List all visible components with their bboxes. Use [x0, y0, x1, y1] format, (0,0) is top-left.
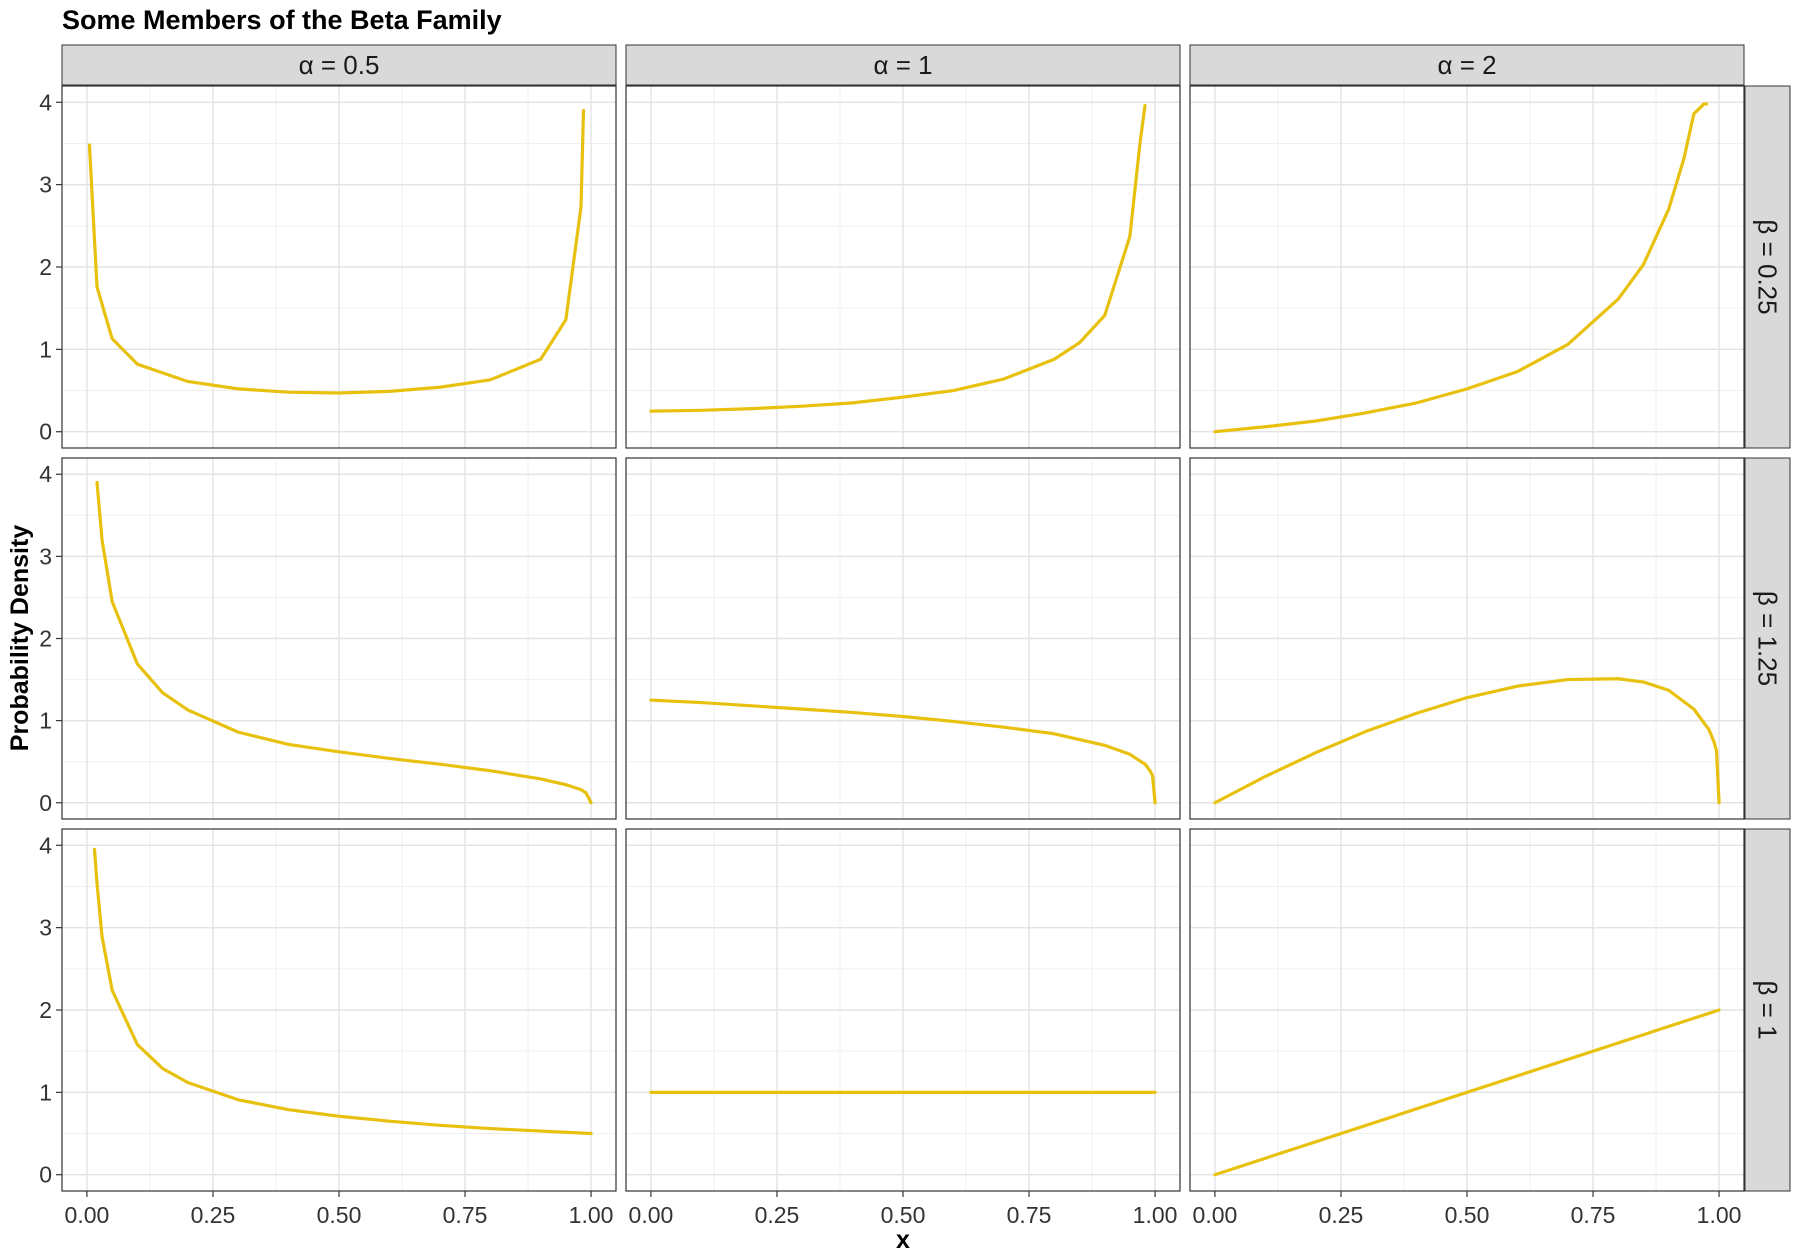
x-tick-label: 0.75 [443, 1202, 488, 1228]
x-tick-label: 0.50 [881, 1202, 926, 1228]
x-tick-label: 0.50 [317, 1202, 362, 1228]
y-tick-label: 1 [39, 1079, 52, 1105]
col-strip-label: α = 2 [1437, 50, 1496, 80]
panel-border [1189, 457, 1745, 820]
density-curve [1213, 102, 1709, 434]
col-strip-label: α = 0.5 [299, 50, 380, 80]
density-curve [649, 698, 1157, 805]
y-tick-label: 2 [39, 997, 52, 1023]
y-axis-title: Probability Density [6, 525, 34, 752]
x-tick-label: 1.00 [569, 1202, 614, 1228]
row-strip-label: β = 1 [1753, 980, 1783, 1039]
panel-border [625, 457, 1181, 820]
y-tick-label: 2 [39, 254, 52, 280]
y-tick-label: 0 [39, 1162, 52, 1188]
density-curve [95, 480, 593, 805]
x-tick-label: 1.00 [1133, 1202, 1178, 1228]
y-tick-label: 2 [39, 626, 52, 652]
panel-border [1189, 85, 1745, 449]
y-tick-label: 0 [39, 790, 52, 816]
x-tick-label: 0.25 [755, 1202, 800, 1228]
panels-layer: α = 0.5 α = 1 α = 2 β = 0.25 β = 1.25 β = 1 0 1… [39, 44, 1791, 1228]
y-tick-label: 3 [39, 172, 52, 198]
y-tick-label: 3 [39, 915, 52, 941]
x-tick-label: 0.50 [1445, 1202, 1490, 1228]
y-tick-label: 4 [39, 89, 52, 115]
y-tick-label: 3 [39, 543, 52, 569]
panel-border [625, 85, 1181, 449]
col-strip [625, 44, 1181, 86]
y-tick-label: 4 [39, 461, 52, 487]
y-tick-label: 1 [39, 708, 52, 734]
x-axis-title: x [896, 1226, 910, 1254]
row-strip-label: β = 0.25 [1753, 219, 1783, 314]
density-curve [1213, 1008, 1721, 1177]
y-tick-label: 1 [39, 336, 52, 362]
row-strip [1744, 457, 1791, 820]
y-tick-label: 4 [39, 832, 52, 858]
y-tick-label: 0 [39, 419, 52, 445]
x-tick-label: 0.25 [1319, 1202, 1364, 1228]
col-strip-label: α = 1 [873, 50, 932, 80]
chart-title: Some Members of the Beta Family [62, 5, 502, 35]
x-tick-label: 0.00 [629, 1202, 674, 1228]
x-tick-label: 0.00 [65, 1202, 110, 1228]
density-curve [649, 103, 1147, 413]
x-tick-label: 0.25 [191, 1202, 236, 1228]
density-curve [87, 108, 586, 395]
x-tick-label: 0.75 [1571, 1202, 1616, 1228]
x-tick-label: 0.75 [1007, 1202, 1052, 1228]
col-strip [1189, 44, 1745, 86]
row-strip [1744, 828, 1791, 1192]
density-curve [1213, 677, 1721, 805]
density-curve [92, 847, 593, 1136]
row-strip-label: β = 1.25 [1753, 591, 1783, 686]
x-tick-label: 1.00 [1697, 1202, 1742, 1228]
row-strip [1744, 85, 1791, 449]
x-tick-label: 0.00 [1193, 1202, 1238, 1228]
col-strip [61, 44, 617, 86]
